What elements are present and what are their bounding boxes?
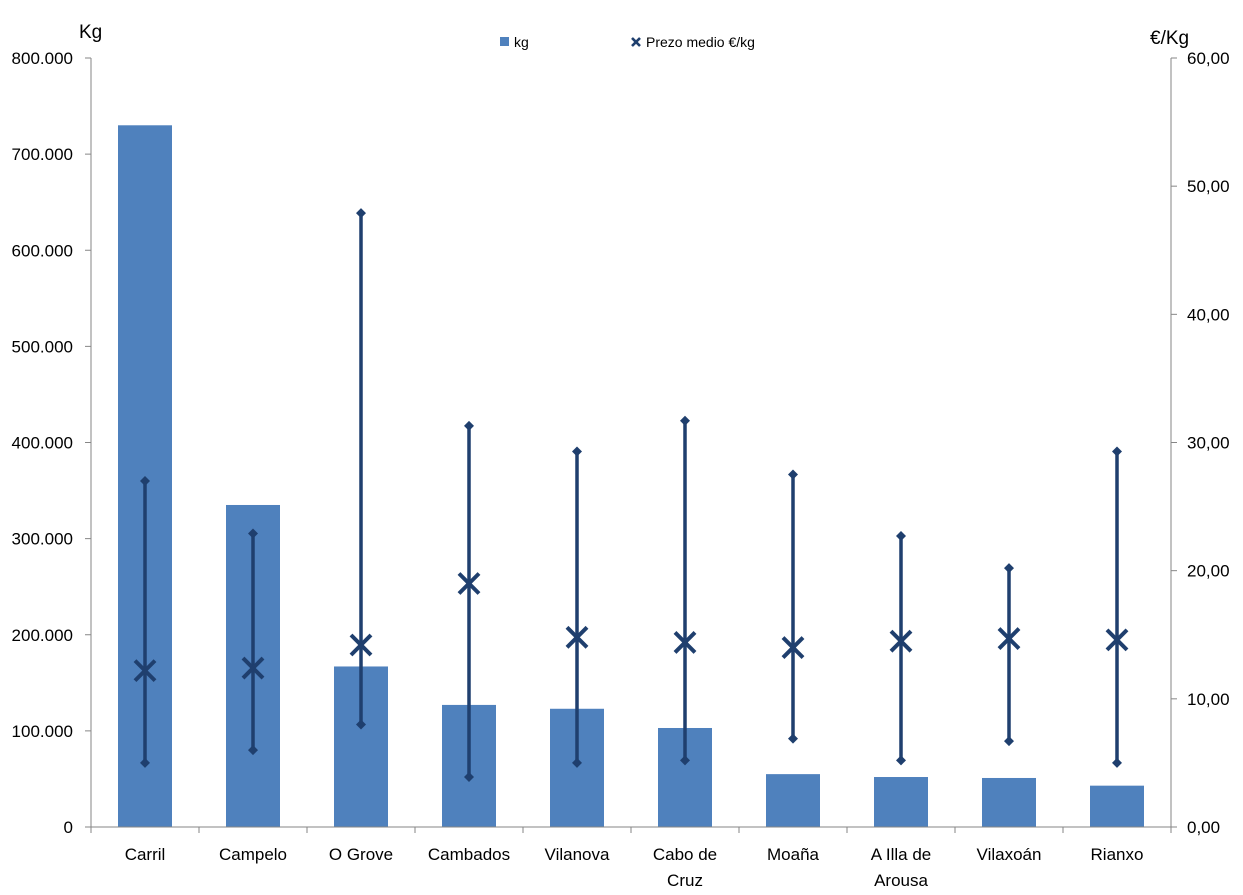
category-label: Vilanova — [545, 845, 610, 864]
left-tick-label: 200.000 — [12, 626, 73, 645]
price-mean-marker — [565, 625, 589, 649]
price-min-marker — [680, 755, 690, 766]
left-tick-label: 700.000 — [12, 145, 73, 164]
category-label: Moaña — [767, 845, 820, 864]
left-tick-label: 600.000 — [12, 241, 73, 260]
bar — [982, 777, 1036, 827]
price-max-marker — [1112, 446, 1122, 457]
left-axis-ticks: 0 100.000 200.000 300.000 400.000 500.000 600.… — [12, 49, 91, 837]
category-label: Cambados — [428, 845, 510, 864]
left-tick-label: 300.000 — [12, 530, 73, 549]
price-max-marker — [896, 531, 906, 542]
legend: kg Prezo medio €/kg — [500, 34, 755, 50]
price-max-marker — [356, 208, 366, 219]
price-max-marker — [1004, 563, 1014, 574]
left-tick-label: 500.000 — [12, 337, 73, 356]
right-tick-label: 10,00 — [1187, 690, 1230, 709]
category-label: Cabo de — [653, 845, 717, 864]
right-axis-ticks: 0,00 10,00 20,00 30,00 40,00 50,00 60,00 — [1171, 49, 1230, 837]
category-label: Campelo — [219, 845, 287, 864]
price-mean-marker — [889, 629, 913, 653]
price-max-marker — [788, 469, 798, 480]
price-min-marker — [464, 772, 474, 783]
legend-label-price: Prezo medio €/kg — [646, 34, 755, 50]
price-mean-marker — [133, 659, 157, 683]
left-axis-label: Kg — [79, 22, 102, 43]
right-tick-label: 50,00 — [1187, 177, 1230, 196]
right-tick-label: 20,00 — [1187, 562, 1230, 581]
left-tick-label: 100.000 — [12, 722, 73, 741]
category-labels: Carril Campelo O Grove Cambados Vilanova Cabo… — [125, 845, 1144, 890]
right-tick-label: 0,00 — [1187, 818, 1220, 837]
category-label: A Illa de — [871, 845, 932, 864]
legend-label-kg: kg — [514, 34, 529, 50]
price-max-marker — [464, 420, 474, 431]
price-min-marker — [140, 757, 150, 768]
category-label: O Grove — [329, 845, 393, 864]
legend-marker-price — [631, 37, 641, 47]
category-label: Vilaxoán — [977, 845, 1042, 864]
price-min-marker — [896, 755, 906, 766]
category-label: Arousa — [874, 871, 928, 890]
left-tick-label: 800.000 — [12, 49, 73, 68]
category-label: Cruz — [667, 871, 703, 890]
price-mean-marker — [457, 572, 481, 595]
price-max-marker — [572, 446, 582, 457]
price-max-marker — [248, 528, 258, 539]
right-tick-label: 30,00 — [1187, 434, 1230, 453]
bar — [874, 777, 928, 827]
price-min-marker — [1112, 757, 1122, 768]
price-mean-marker — [673, 631, 697, 654]
bar-series — [118, 125, 1144, 828]
price-max-marker — [140, 475, 150, 486]
category-label: Carril — [125, 845, 166, 864]
bar — [766, 774, 820, 827]
price-mean-marker — [997, 627, 1021, 651]
left-tick-label: 0 — [64, 818, 73, 837]
bar — [1090, 785, 1144, 827]
price-mean-marker — [349, 633, 373, 657]
price-min-marker — [1004, 736, 1014, 747]
price-min-marker — [788, 733, 798, 744]
price-min-marker — [572, 757, 582, 768]
price-mean-marker — [781, 636, 805, 659]
right-tick-label: 60,00 — [1187, 49, 1230, 68]
price-mean-marker — [241, 656, 265, 680]
legend-swatch-kg — [500, 37, 509, 46]
price-range-series — [133, 208, 1129, 783]
price-min-marker — [356, 719, 366, 730]
right-axis-label: €/Kg — [1150, 28, 1189, 49]
x-axis-ticks — [90, 827, 1172, 833]
price-min-marker — [248, 745, 258, 756]
price-max-marker — [680, 415, 690, 426]
right-tick-label: 40,00 — [1187, 305, 1230, 324]
price-mean-marker — [1105, 628, 1129, 652]
left-tick-label: 400.000 — [12, 434, 73, 453]
category-label: Rianxo — [1091, 845, 1144, 864]
